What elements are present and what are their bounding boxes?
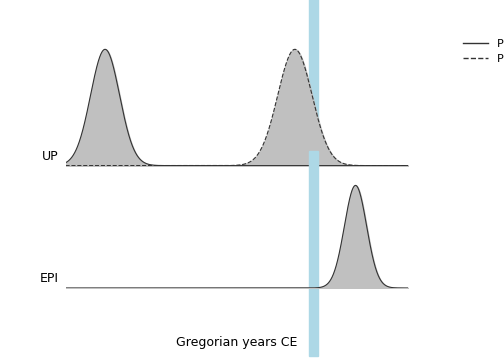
Text: EPI: EPI xyxy=(40,272,58,285)
Legend: Phase start, Phase end: Phase start, Phase end xyxy=(459,34,504,69)
Bar xyxy=(309,151,318,356)
Text: UP: UP xyxy=(42,150,58,163)
Bar xyxy=(309,0,318,166)
Text: Gregorian years CE: Gregorian years CE xyxy=(176,336,297,349)
